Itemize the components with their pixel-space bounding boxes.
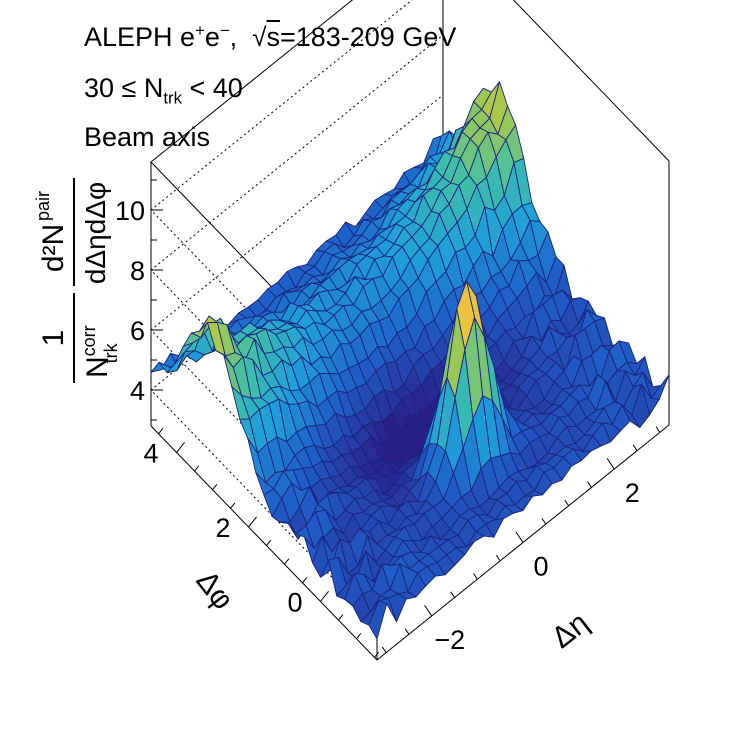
eta-tick: [473, 573, 478, 580]
surface-mesh: [150, 81, 670, 640]
eta-tick: [587, 481, 592, 488]
z-title-frac-den: dΔηdΔφ: [80, 182, 111, 284]
phi-tick: [230, 502, 236, 509]
surface-cell: [368, 600, 388, 640]
z-axis-title: 1 Ncorr trk d²N pair dΔηdΔφ: [33, 178, 121, 383]
eta-axis-title: Δη: [546, 606, 595, 655]
z-title-numerator-sup: pair: [33, 191, 53, 221]
phi-tick: [356, 632, 362, 640]
phi-tick: [302, 577, 308, 584]
back-top-edge: [150, 0, 670, 397]
phi-tick-label: 4: [144, 438, 159, 468]
experiment-label: ALEPH e+e−, √s=183-209 GeV: [84, 21, 457, 52]
eta-tick: [404, 628, 410, 635]
phi-axis-line: [150, 425, 378, 661]
z-tick-label: 8: [130, 256, 145, 286]
phi-tick: [158, 428, 164, 435]
phi-tick: [266, 539, 272, 546]
phi-tick-label: 0: [287, 588, 302, 618]
phi-tick: [338, 614, 344, 621]
phi-tick: [248, 516, 257, 528]
z-tick-label: 6: [130, 316, 145, 346]
eta-tick-label: 0: [533, 552, 548, 582]
phi-tick: [284, 558, 290, 565]
phi-tick: [194, 465, 200, 472]
z-tick-label: 4: [130, 376, 145, 406]
eta-tick-label: −2: [434, 625, 465, 655]
eta-tick: [515, 531, 524, 543]
z-title-numerator: d²N: [37, 224, 70, 272]
z-title-denominator: Ncorr trk: [79, 325, 121, 378]
phi-tick: [374, 651, 380, 658]
eta-tick: [655, 426, 661, 433]
multiplicity-label: 30 ≤ Ntrk < 40: [84, 73, 243, 108]
phi-tick-label: 2: [215, 513, 230, 543]
eta-tick: [424, 604, 433, 617]
frame-label: Beam axis: [84, 122, 211, 152]
phi-axis-title: Δφ: [189, 565, 239, 616]
eta-tick: [541, 518, 547, 525]
eta-tick-label: 2: [625, 478, 640, 508]
axis-ticks: [151, 179, 661, 658]
eta-tick: [450, 591, 455, 598]
z-tick-label: 10: [115, 196, 145, 226]
eta-tick: [632, 444, 638, 451]
eta-tick: [495, 554, 501, 562]
phi-tick: [176, 442, 186, 453]
eta-tick: [564, 499, 570, 507]
phi-tick: [212, 483, 218, 491]
z-title-one: 1: [37, 330, 70, 347]
phi-tick: [320, 591, 329, 602]
eta-tick: [381, 646, 387, 653]
eta-tick: [606, 458, 615, 470]
